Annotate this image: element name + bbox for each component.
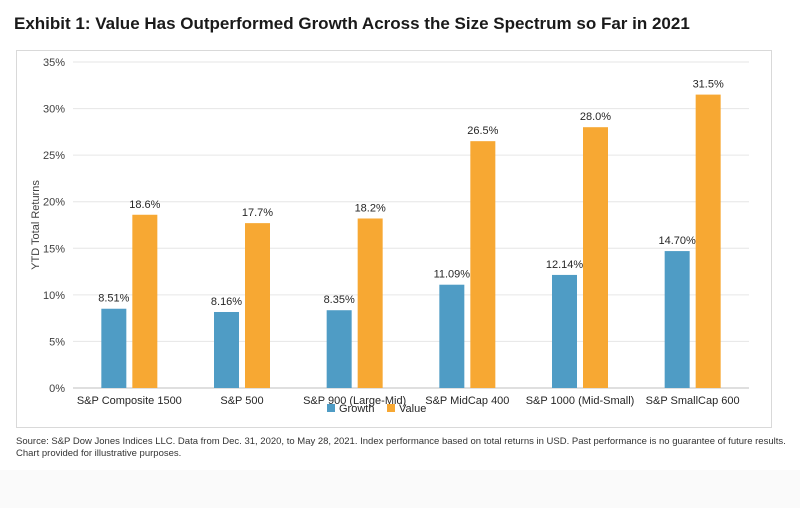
value-data-label: 17.7% bbox=[242, 207, 273, 219]
y-tick-label: 10% bbox=[43, 290, 65, 302]
y-tick-label: 25% bbox=[43, 150, 65, 162]
y-tick-label: 5% bbox=[49, 336, 65, 348]
x-category-label: S&P 1000 (Mid-Small) bbox=[526, 395, 635, 407]
growth-data-label: 11.09% bbox=[434, 269, 471, 281]
value-bar bbox=[357, 218, 383, 388]
value-bar bbox=[470, 141, 496, 388]
page-footer-band bbox=[0, 470, 800, 508]
y-axis-title: YTD Total Returns bbox=[30, 180, 42, 270]
value-bar bbox=[245, 223, 270, 388]
y-tick-label: 0% bbox=[49, 383, 65, 395]
value-bar bbox=[132, 214, 158, 388]
x-category-label: S&P Composite 1500 bbox=[77, 395, 182, 407]
y-tick-label: 20% bbox=[43, 197, 65, 209]
growth-bar bbox=[439, 284, 465, 388]
value-data-label: 31.5% bbox=[693, 79, 724, 91]
value-data-label: 28.0% bbox=[580, 111, 611, 123]
growth-bar bbox=[664, 251, 690, 388]
bar-chart: 0% 5% 10% 15% 20% 25% 30% 35% YTD Total Returns 8… bbox=[30, 57, 749, 415]
growth-bar bbox=[101, 308, 127, 388]
value-data-label: 18.2% bbox=[355, 202, 386, 214]
value-bar bbox=[695, 94, 721, 388]
x-category-label: S&P SmallCap 600 bbox=[646, 395, 740, 407]
source-note: Source: S&P Dow Jones Indices LLC. Data … bbox=[16, 436, 786, 459]
value-data-label: 18.6% bbox=[129, 199, 160, 211]
x-category-label: S&P MidCap 400 bbox=[425, 395, 509, 407]
y-tick-label: 30% bbox=[43, 104, 65, 116]
y-tick-label: 35% bbox=[43, 57, 65, 69]
legend-swatch-value bbox=[387, 404, 395, 412]
legend-label-value: Value bbox=[399, 403, 426, 415]
y-tick-label: 15% bbox=[43, 243, 65, 255]
chart-title: Exhibit 1: Value Has Outperformed Growth… bbox=[14, 14, 690, 33]
growth-data-label: 14.70% bbox=[659, 235, 697, 247]
growth-data-label: 12.14% bbox=[546, 259, 584, 271]
growth-bar bbox=[214, 311, 239, 388]
growth-data-label: 8.16% bbox=[211, 296, 242, 308]
growth-bar bbox=[552, 274, 577, 388]
x-category-label: S&P 500 bbox=[220, 395, 263, 407]
growth-data-label: 8.35% bbox=[324, 294, 355, 306]
value-data-label: 26.5% bbox=[467, 125, 498, 137]
value-bar bbox=[583, 127, 608, 388]
chart-frame: 0% 5% 10% 15% 20% 25% 30% 35% YTD Total Returns 8… bbox=[16, 50, 772, 428]
legend-label-growth: Growth bbox=[339, 403, 374, 415]
legend-swatch-growth bbox=[327, 404, 335, 412]
growth-data-label: 8.51% bbox=[98, 293, 129, 305]
growth-bar bbox=[326, 310, 352, 388]
